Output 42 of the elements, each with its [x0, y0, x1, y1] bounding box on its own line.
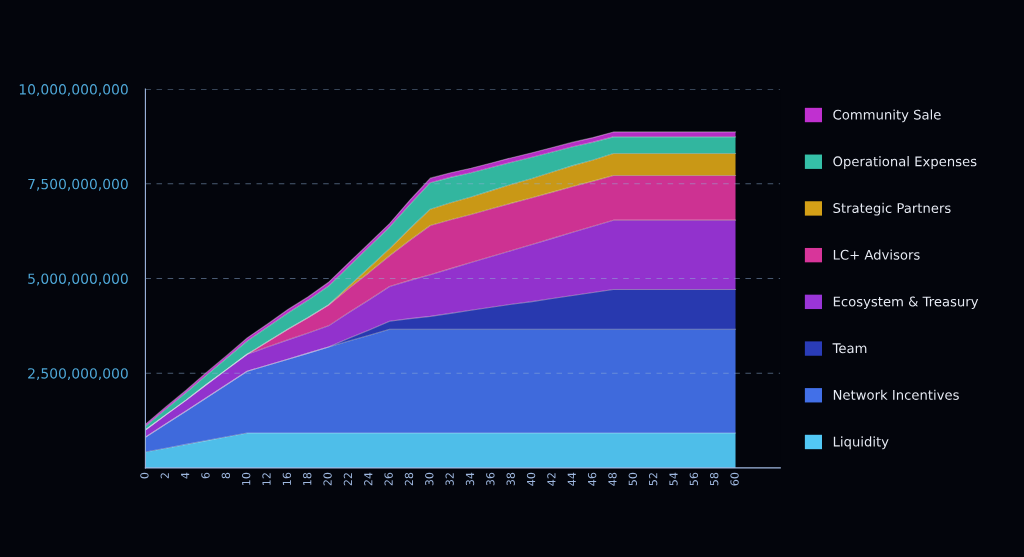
x-tick-label: 38	[506, 472, 515, 486]
x-tick-label: 8	[221, 472, 231, 479]
y-tick-label: 7,500,000,000	[28, 178, 128, 191]
legend-label: Network Incentives	[833, 389, 959, 400]
x-tick-label: 24	[364, 472, 373, 486]
x-tick-label: 48	[608, 472, 617, 486]
legend-label: Team	[832, 343, 867, 354]
x-tick-label: 28	[404, 472, 414, 486]
x-tick-label: 20	[323, 472, 332, 486]
x-tick-label: 56	[689, 472, 699, 486]
y-tick-label: 2,500,000,000	[28, 368, 128, 381]
legend-label: Strategic Partners	[833, 202, 951, 216]
x-tick-label: 58	[709, 472, 719, 486]
legend-label: Community Sale	[833, 109, 941, 123]
x-tick-label: 40	[526, 472, 536, 486]
x-tick-label: 6	[201, 472, 210, 479]
x-tick-label: 50	[628, 472, 637, 486]
x-tick-label: 54	[669, 472, 678, 486]
x-tick-label: 44	[567, 472, 576, 486]
x-tick-label: 36	[486, 472, 495, 486]
x-tick-label: 16	[282, 472, 292, 485]
x-tick-label: 32	[445, 473, 454, 486]
x-tick-label: 46	[587, 472, 597, 486]
x-tick-label: 0	[140, 472, 149, 479]
legend-label: Ecosystem & Treasury	[833, 296, 979, 310]
legend-label: Operational Expenses	[833, 156, 977, 169]
x-tick-label: 2	[160, 473, 169, 479]
x-tick-label: 60	[730, 472, 739, 486]
x-tick-label: 12	[262, 473, 271, 485]
y-tick-label: 10,000,000,000	[19, 84, 128, 97]
x-tick-label: 4	[181, 472, 190, 479]
x-tick-label: 52	[648, 473, 658, 486]
x-tick-label: 18	[303, 472, 312, 485]
y-tick-label: 5,000,000,000	[28, 273, 128, 286]
x-tick-label: 26	[384, 472, 393, 486]
x-tick-label: 30	[425, 472, 434, 486]
x-tick-label: 10	[241, 472, 251, 485]
x-tick-label: 34	[465, 472, 475, 486]
legend-label: LC+ Advisors	[833, 249, 920, 260]
x-tick-label: 22	[343, 473, 352, 486]
x-tick-label: 42	[547, 473, 556, 486]
legend-label: Liquidity	[833, 436, 889, 450]
